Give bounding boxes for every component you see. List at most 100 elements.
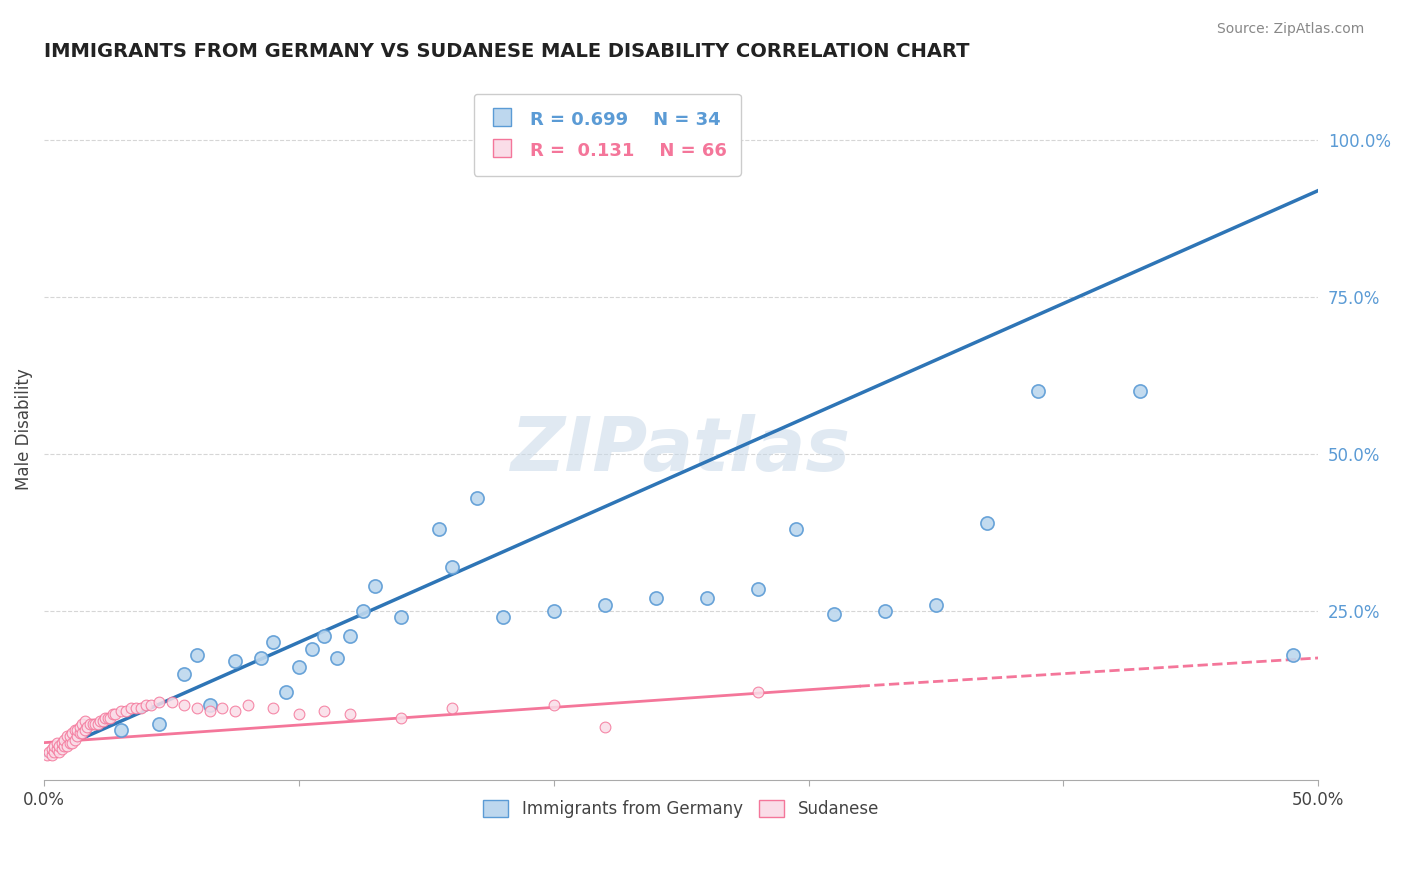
Point: [135, 698, 157, 712]
Point: [593, 598, 616, 612]
Point: [198, 704, 221, 718]
Point: [644, 591, 666, 606]
Point: [326, 651, 349, 665]
Point: [35, 748, 58, 763]
Point: [89, 714, 111, 728]
Point: [73, 714, 96, 728]
Point: [976, 516, 998, 530]
Point: [53, 732, 76, 747]
Point: [747, 582, 769, 596]
Point: [186, 648, 208, 662]
Point: [492, 610, 515, 624]
Point: [104, 707, 127, 722]
Point: [82, 716, 104, 731]
Point: [63, 732, 86, 747]
Point: [56, 730, 79, 744]
Point: [148, 695, 170, 709]
Point: [427, 522, 450, 536]
Point: [236, 698, 259, 712]
Point: [543, 698, 565, 712]
Point: [63, 723, 86, 738]
Point: [72, 716, 94, 731]
Point: [41, 742, 63, 756]
Point: [465, 491, 488, 505]
Point: [72, 726, 94, 740]
Text: Source: ZipAtlas.com: Source: ZipAtlas.com: [1216, 22, 1364, 37]
Point: [173, 666, 195, 681]
Y-axis label: Male Disability: Male Disability: [15, 368, 32, 490]
Point: [79, 716, 101, 731]
Point: [339, 707, 361, 722]
Point: [314, 629, 336, 643]
Point: [97, 710, 120, 724]
Point: [125, 701, 148, 715]
Point: [38, 745, 60, 759]
Point: [56, 739, 79, 753]
Point: [66, 723, 89, 738]
Point: [262, 635, 284, 649]
Point: [94, 710, 117, 724]
Point: [440, 560, 463, 574]
Point: [84, 716, 107, 731]
Point: [352, 604, 374, 618]
Point: [288, 660, 311, 674]
Point: [76, 720, 98, 734]
Point: [339, 629, 361, 643]
Point: [873, 604, 896, 618]
Point: [48, 739, 70, 753]
Point: [91, 714, 114, 728]
Point: [301, 641, 323, 656]
Point: [364, 579, 387, 593]
Text: IMMIGRANTS FROM GERMANY VS SUDANESE MALE DISABILITY CORRELATION CHART: IMMIGRANTS FROM GERMANY VS SUDANESE MALE…: [44, 42, 970, 61]
Point: [249, 651, 271, 665]
Point: [60, 736, 83, 750]
Point: [1281, 648, 1303, 662]
Point: [224, 704, 246, 718]
Point: [696, 591, 718, 606]
Point: [139, 698, 162, 712]
Point: [101, 707, 124, 722]
Point: [45, 742, 67, 756]
Point: [925, 598, 948, 612]
Point: [44, 739, 66, 753]
Point: [110, 723, 132, 738]
Point: [747, 685, 769, 699]
Point: [1026, 384, 1049, 399]
Point: [44, 745, 66, 759]
Point: [69, 720, 91, 734]
Point: [58, 736, 80, 750]
Point: [129, 701, 152, 715]
Point: [262, 701, 284, 715]
Point: [51, 742, 73, 756]
Point: [440, 701, 463, 715]
Point: [148, 716, 170, 731]
Point: [823, 607, 845, 621]
Legend: Immigrants from Germany, Sudanese: Immigrants from Germany, Sudanese: [477, 793, 886, 825]
Point: [288, 707, 311, 722]
Point: [86, 716, 108, 731]
Point: [211, 701, 233, 715]
Point: [173, 698, 195, 712]
Point: [593, 720, 616, 734]
Point: [543, 604, 565, 618]
Point: [41, 748, 63, 763]
Point: [110, 704, 132, 718]
Point: [198, 698, 221, 712]
Point: [66, 730, 89, 744]
Point: [186, 701, 208, 715]
Point: [389, 710, 412, 724]
Point: [51, 736, 73, 750]
Point: [48, 745, 70, 759]
Point: [120, 701, 142, 715]
Point: [114, 704, 136, 718]
Point: [785, 522, 807, 536]
Point: [98, 710, 121, 724]
Point: [69, 726, 91, 740]
Point: [60, 726, 83, 740]
Point: [45, 736, 67, 750]
Point: [224, 654, 246, 668]
Point: [58, 730, 80, 744]
Point: [314, 704, 336, 718]
Point: [389, 610, 412, 624]
Point: [73, 723, 96, 738]
